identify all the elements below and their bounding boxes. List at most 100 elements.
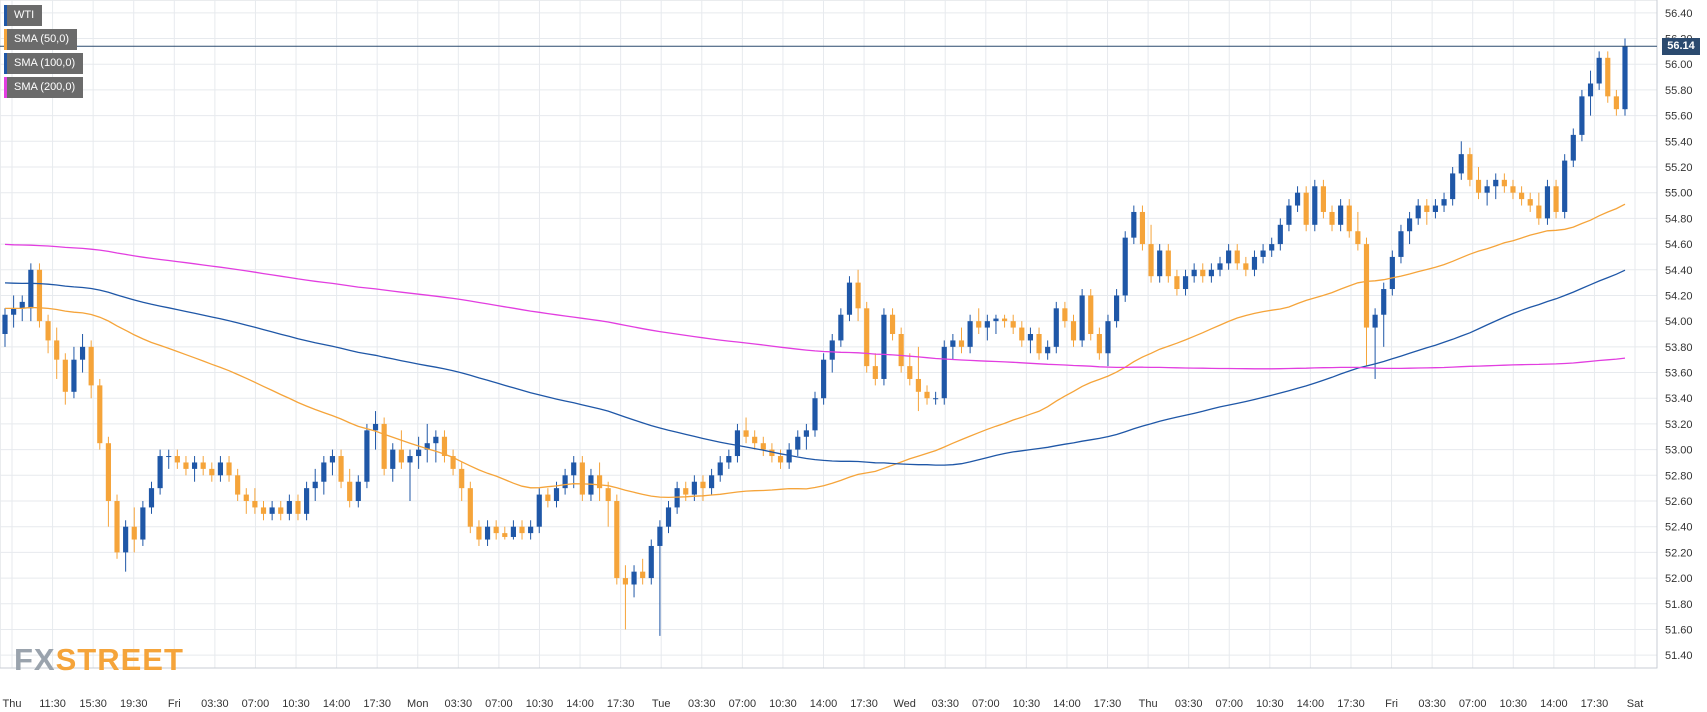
x-tick-label: 10:30 (282, 698, 310, 710)
candle-body (252, 501, 258, 508)
y-tick-label: 52.80 (1665, 470, 1693, 482)
candle-body (1079, 295, 1085, 341)
candle-body (717, 462, 723, 476)
candle-body (605, 488, 611, 501)
candle-body (1510, 186, 1516, 193)
candle-body (674, 488, 680, 508)
y-tick-label: 54.00 (1665, 316, 1693, 328)
y-tick-label: 56.00 (1665, 59, 1693, 71)
candle-body (1053, 308, 1059, 347)
x-tick-label: 17:30 (1094, 698, 1122, 710)
candle-body (424, 443, 430, 450)
y-tick-label: 55.00 (1665, 188, 1693, 200)
candle-body (640, 571, 646, 579)
candle-body (1217, 263, 1223, 270)
candle-body (19, 301, 25, 309)
candle-body (54, 340, 60, 360)
candle-body (140, 507, 146, 540)
y-tick-label: 52.60 (1665, 496, 1693, 508)
candle-body (62, 359, 68, 392)
candle-body (734, 430, 741, 457)
candle-body (941, 346, 947, 399)
sma-200-line (4, 243, 1626, 370)
x-tick-label: Sat (1627, 698, 1644, 710)
candle-body (105, 443, 111, 501)
candle-body (1587, 83, 1594, 97)
candle-body (958, 340, 965, 347)
candle-body (407, 456, 413, 463)
candle-body (622, 578, 629, 585)
candle-body (1338, 205, 1344, 225)
candle-body (114, 501, 120, 553)
candle-body (226, 462, 232, 476)
candle-body (1174, 276, 1180, 290)
x-tick-label: 10:30 (1256, 698, 1284, 710)
legend-swatch (4, 77, 7, 98)
plot-area (0, 0, 1658, 669)
candle-body (484, 526, 491, 540)
x-tick-label: 10:30 (1500, 698, 1528, 710)
candle-body (441, 436, 448, 457)
candle-body (1157, 250, 1163, 277)
candle-body (157, 456, 163, 489)
candle-body (1536, 205, 1542, 219)
legend-swatch (4, 29, 7, 50)
candle-body (519, 526, 525, 534)
candle-body (821, 359, 827, 399)
legend-item-wti[interactable]: WTI (4, 5, 43, 26)
x-tick-label: Wed (893, 698, 915, 710)
candle-body (1441, 199, 1447, 206)
candle-body (1381, 289, 1387, 315)
candle-body (1501, 179, 1507, 187)
candle-body (1148, 244, 1154, 277)
x-tick-label: Thu (1139, 698, 1158, 710)
y-tick-label: 52.40 (1665, 522, 1693, 534)
y-tick-label: 53.00 (1665, 445, 1693, 457)
candle-body (1519, 192, 1525, 200)
candle-body (898, 334, 904, 367)
legend-item-sma50[interactable]: SMA (50,0) (4, 29, 78, 50)
x-tick-label: 03:30 (931, 698, 959, 710)
candle-body (390, 449, 396, 469)
candle-body (1182, 276, 1189, 290)
candle-body (528, 526, 534, 534)
candle-body (536, 494, 542, 527)
candle-body (855, 282, 861, 309)
candle-body (1493, 179, 1499, 187)
sma-50-line (5, 203, 1626, 499)
legend-label: SMA (50,0) (14, 33, 70, 45)
x-tick-label: 17:30 (607, 698, 635, 710)
candle-body (459, 468, 465, 489)
candle-body (1484, 186, 1490, 193)
x-tick-label: 17:30 (850, 698, 878, 710)
y-tick-label: 53.20 (1665, 419, 1693, 431)
candle-body (1010, 321, 1016, 328)
candle-body (1475, 179, 1482, 193)
candle-body (1088, 295, 1094, 334)
x-tick-label: 17:30 (1581, 698, 1609, 710)
candle-body (777, 456, 784, 463)
candle-body (1562, 160, 1568, 212)
candle-body (1105, 321, 1111, 354)
candle-body (1070, 321, 1077, 341)
legend-item-sma200[interactable]: SMA (200,0) (4, 77, 84, 98)
candle-body (183, 462, 189, 469)
candle-body (209, 468, 215, 476)
candle-body (1191, 269, 1197, 277)
legend-label: SMA (100,0) (14, 57, 76, 69)
x-tick-label: 03:30 (688, 698, 716, 710)
candle-body (648, 545, 654, 579)
candle-body (1389, 256, 1395, 290)
candle-body (1243, 263, 1249, 270)
candle-body (1019, 327, 1025, 341)
legend-item-sma100[interactable]: SMA (100,0) (4, 53, 84, 74)
candle-body (321, 462, 327, 482)
y-tick-label: 54.60 (1665, 239, 1693, 251)
candle-body (1613, 96, 1619, 110)
candle-body (433, 436, 439, 444)
candle-body (1312, 186, 1318, 225)
candle-body (812, 398, 818, 431)
candle-body (614, 501, 620, 579)
candle-body (1251, 256, 1258, 270)
candle-body (510, 526, 516, 537)
